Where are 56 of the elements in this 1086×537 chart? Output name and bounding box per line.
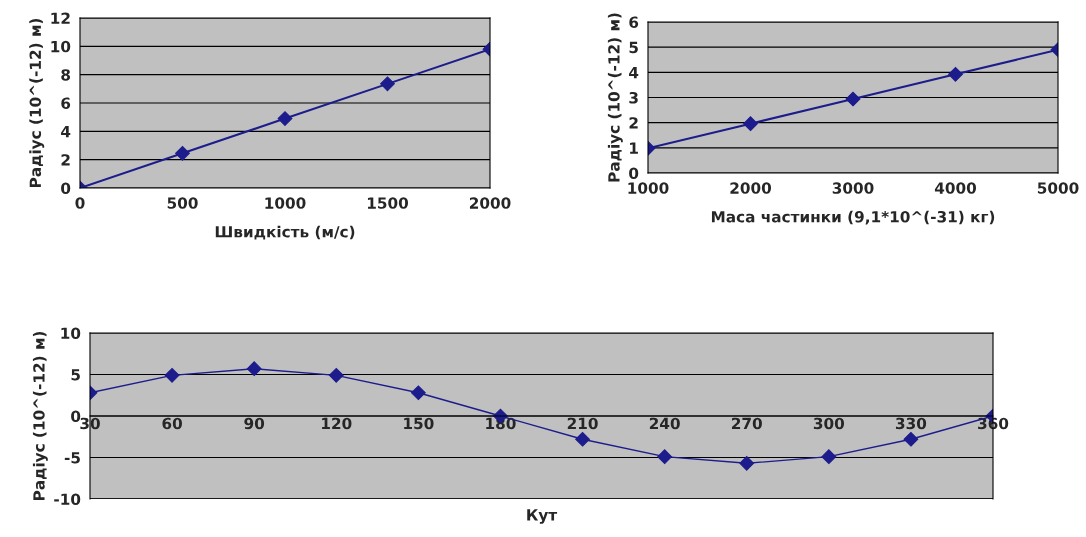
x-tick-label: 330 xyxy=(895,417,927,430)
x-tick-label: 2000 xyxy=(469,197,511,209)
point xyxy=(845,91,861,107)
y-tick-label: 10 xyxy=(61,327,81,340)
y-tick-label: 5 xyxy=(629,41,638,54)
x-axis-title: Кут xyxy=(527,509,558,524)
y-tick-label: 12 xyxy=(51,12,70,24)
x-tick-label: 1500 xyxy=(367,197,409,209)
x-axis-title: Маса частинки (9,1*10^(-31) кг) xyxy=(711,210,995,225)
y-tick-label: 3 xyxy=(629,91,638,104)
y-tick-label: 0 xyxy=(629,167,639,180)
point xyxy=(277,111,293,126)
x-tick-label: 5000 xyxy=(1037,182,1079,194)
x-tick-label: 3000 xyxy=(832,182,874,194)
x-tick-label: 1000 xyxy=(265,197,306,209)
point xyxy=(164,367,180,383)
x-tick-label: 2000 xyxy=(730,182,772,194)
y-tick-label: 6 xyxy=(61,97,71,110)
x-tick-label: 120 xyxy=(322,417,352,430)
y-tick-label: 2 xyxy=(61,154,70,166)
y-tick-label: 5 xyxy=(71,369,80,381)
x-tick-label: 90 xyxy=(244,417,265,430)
point xyxy=(657,449,673,465)
y-tick-label: 2 xyxy=(629,117,638,129)
x-tick-label: 4000 xyxy=(934,182,977,194)
y-tick-label: -5 xyxy=(64,452,80,464)
y-tick-label: 4 xyxy=(61,126,71,138)
point xyxy=(328,367,344,383)
x-tick-label: 1000 xyxy=(628,182,669,194)
point xyxy=(380,76,395,92)
y-tick-label: 10 xyxy=(51,40,71,53)
point xyxy=(410,385,426,401)
point xyxy=(948,66,963,82)
x-tick-label: 240 xyxy=(649,417,680,430)
point xyxy=(821,449,837,465)
x-tick-label: 150 xyxy=(404,417,434,430)
x-tick-label: 270 xyxy=(731,417,762,430)
x-axis-title: Швидкість (м/с) xyxy=(215,225,355,240)
y-tick-label: -10 xyxy=(54,493,81,506)
y-tick-label: 8 xyxy=(61,69,71,81)
x-tick-label: 60 xyxy=(162,417,182,430)
y-tick-label: 1 xyxy=(630,142,638,154)
y-tick-label: 6 xyxy=(629,16,639,29)
y-axis-title: Радіус (10^(-12) м) xyxy=(607,13,623,182)
point xyxy=(575,431,590,447)
point xyxy=(175,145,190,161)
y-tick-label: 4 xyxy=(629,67,639,79)
point xyxy=(246,361,262,377)
point xyxy=(903,431,919,447)
y-axis-title: Радіус (10^(-12) м) xyxy=(29,18,45,188)
x-tick-label: 210 xyxy=(567,417,598,430)
x-tick-label: 500 xyxy=(167,197,198,209)
point xyxy=(743,116,758,132)
y-axis-title: Радіус (10^(-12) м) xyxy=(32,331,48,501)
point xyxy=(739,455,755,471)
x-tick-label: 300 xyxy=(813,417,845,430)
